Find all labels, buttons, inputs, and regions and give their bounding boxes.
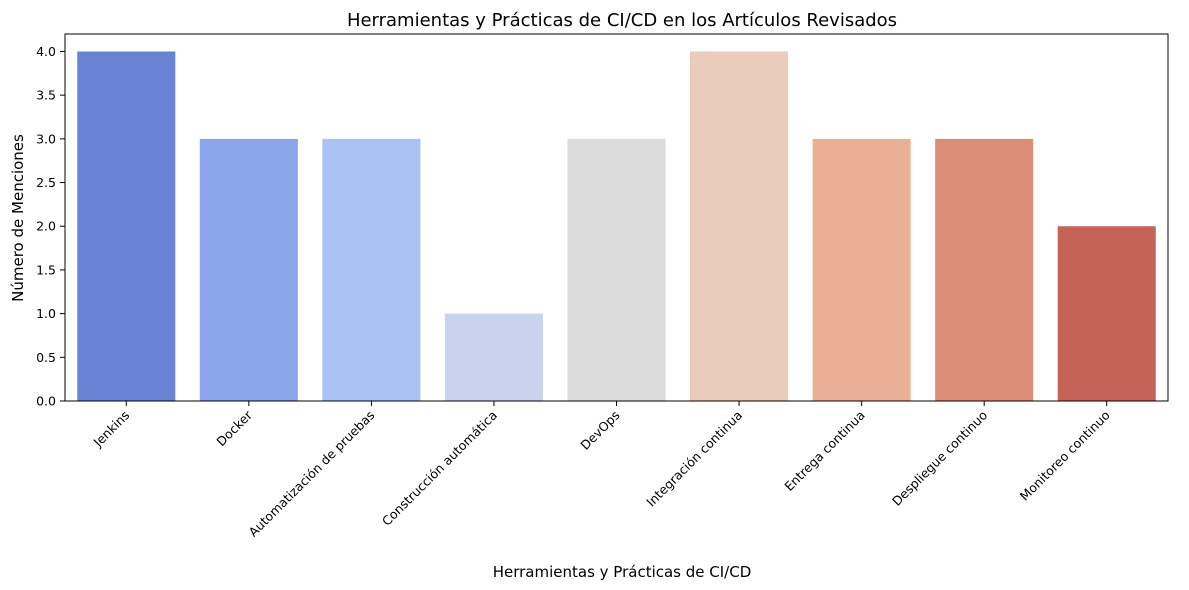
bars xyxy=(77,51,1156,401)
y-tick-label: 0.5 xyxy=(36,350,56,365)
bar xyxy=(322,138,421,401)
bar xyxy=(77,51,176,401)
x-axis-title: Herramientas y Prácticas de CI/CD xyxy=(493,563,752,581)
bar xyxy=(567,138,666,401)
y-tick-label: 3.5 xyxy=(36,88,56,103)
x-tick-label: Docker xyxy=(213,407,255,449)
bar xyxy=(199,138,298,401)
y-tick-label: 1.5 xyxy=(36,262,56,277)
x-tick-label: Jenkins xyxy=(90,408,133,451)
chart-title: Herramientas y Prácticas de CI/CD en los… xyxy=(347,10,897,31)
bar xyxy=(444,313,543,401)
bar xyxy=(690,51,789,401)
y-axis-title: Número de Menciones xyxy=(9,134,27,302)
bar xyxy=(1057,226,1156,401)
x-tick-label: Despliegue continuo xyxy=(889,408,990,509)
x-tick-label: DevOps xyxy=(577,408,622,453)
bar xyxy=(935,138,1034,401)
plot-frame xyxy=(64,33,1169,402)
x-tick-label: Integración continua xyxy=(643,408,745,510)
x-tick-label: Monitoreo continuo xyxy=(1017,408,1113,504)
y-tick-label: 3.0 xyxy=(36,131,56,146)
y-tick-label: 4.0 xyxy=(36,44,56,59)
bar xyxy=(812,138,911,401)
y-tick-label: 2.5 xyxy=(36,175,56,190)
y-axis: 0.0 0.5 1.0 1.5 2.0 2.5 3.0 3.5 4.0 xyxy=(36,44,65,409)
y-tick-label: 0.0 xyxy=(36,394,56,409)
x-tick-label: Automatización de pruebas xyxy=(245,408,377,540)
x-tick-label: Entrega continua xyxy=(781,408,867,494)
x-tick-label: Construcción automática xyxy=(379,408,500,529)
y-tick-label: 2.0 xyxy=(36,219,56,234)
y-tick-label: 1.0 xyxy=(36,306,56,321)
